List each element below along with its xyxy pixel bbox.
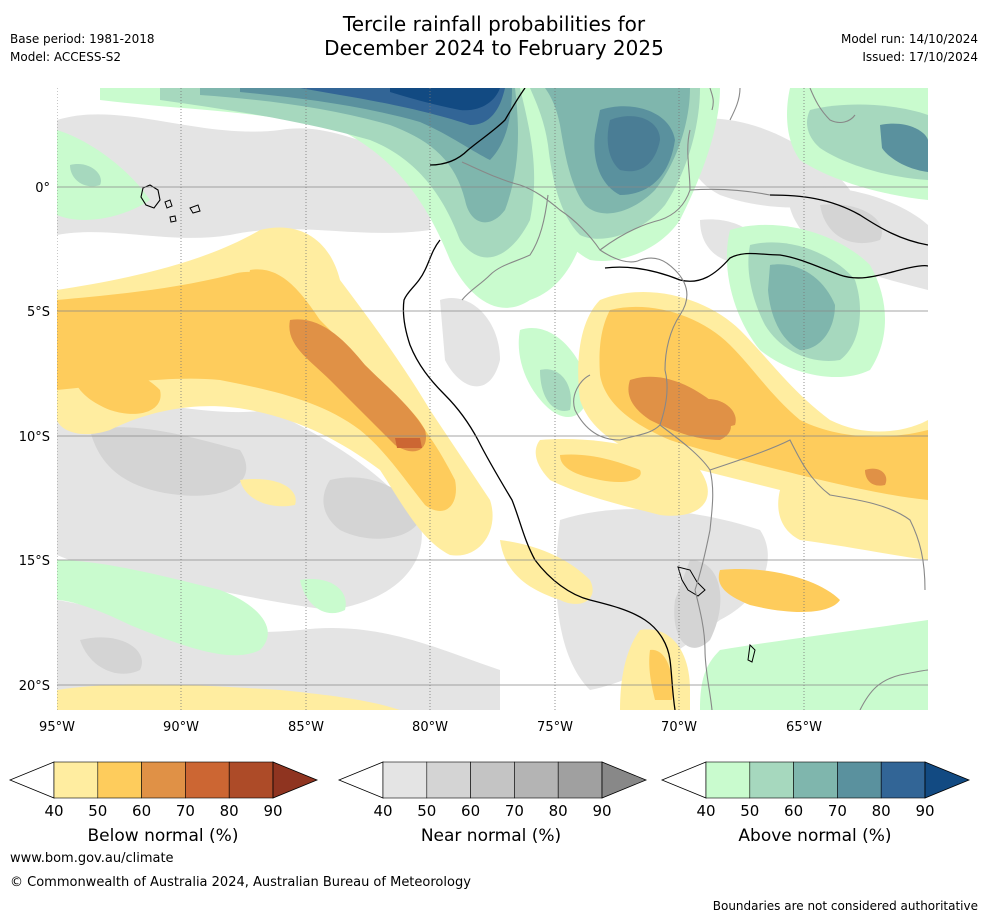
- legend-tick-label: 70: [176, 802, 195, 820]
- legend-above-normal: 40 50 60 70 80 90: [660, 761, 971, 820]
- legend-tick-label: 70: [505, 802, 524, 820]
- disclaimer-text: Boundaries are not considered authoritat…: [712, 899, 978, 913]
- legend-tick-label: 80: [872, 802, 891, 820]
- lon-label-70w: 70°W: [661, 720, 697, 735]
- legend-tick-label: 70: [828, 802, 847, 820]
- legend-tick-label: 60: [461, 802, 480, 820]
- title-line-2: December 2024 to February 2025: [324, 36, 664, 60]
- lon-label-90w: 90°W: [163, 720, 199, 735]
- legend-tick-label: 50: [88, 802, 107, 820]
- base-period-text: Base period: 1981-2018: [10, 32, 155, 46]
- legend-tick-label: 80: [549, 802, 568, 820]
- legend-color-swatch: [53, 761, 99, 799]
- legend-color-swatch: [557, 761, 603, 799]
- legend-color-swatch: [470, 761, 515, 799]
- model-text: Model: ACCESS-S2: [10, 50, 122, 64]
- legend-tick-label: 80: [220, 802, 239, 820]
- legend-title-below: Below normal (%): [87, 826, 239, 846]
- legend-color-swatch: [185, 761, 230, 799]
- map-field: [57, 88, 928, 710]
- legend-high-extension: [601, 761, 648, 799]
- legend-color-swatch: [793, 761, 838, 799]
- legend-title-above: Above normal (%): [738, 826, 892, 846]
- legend-color-swatch: [837, 761, 882, 799]
- legend-below-normal: 40 50 60 70 80 90: [8, 761, 319, 820]
- issued-text: Issued: 17/10/2024: [862, 50, 978, 64]
- lat-label-10s: 10°S: [19, 430, 50, 445]
- lat-label-0: 0°: [35, 181, 50, 196]
- legend-color-swatch: [514, 761, 559, 799]
- legend-tick-label: 90: [263, 802, 282, 820]
- legend-tick-label: 60: [132, 802, 151, 820]
- legend-color-swatch: [228, 761, 274, 799]
- legend-tick-label: 40: [696, 802, 715, 820]
- legend-high-extension: [272, 761, 319, 799]
- legend-near-normal: 40 50 60 70 80 90: [337, 761, 648, 820]
- lat-label-15s: 15°S: [19, 554, 50, 569]
- legend-low-extension: [8, 761, 55, 799]
- lon-label-75w: 75°W: [537, 720, 573, 735]
- legend-tick-label: 40: [373, 802, 392, 820]
- legend-color-swatch: [749, 761, 794, 799]
- legend-tick-label: 60: [784, 802, 803, 820]
- legend-tick-label: 90: [592, 802, 611, 820]
- legend-tick-label: 50: [740, 802, 759, 820]
- legend-color-swatch: [705, 761, 751, 799]
- model-run-text: Model run: 14/10/2024: [840, 32, 978, 46]
- legend-color-swatch: [880, 761, 926, 799]
- legend-color-swatch: [141, 761, 186, 799]
- lat-label-20s: 20°S: [19, 679, 50, 694]
- lat-label-5s: 5°S: [27, 305, 50, 320]
- legend-tick-label: 50: [417, 802, 436, 820]
- lon-label-80w: 80°W: [412, 720, 448, 735]
- lon-label-85w: 85°W: [288, 720, 324, 735]
- copyright-text: © Commonwealth of Australia 2024, Austra…: [10, 875, 471, 890]
- title-line-1: Tercile rainfall probabilities for: [342, 12, 646, 36]
- legend-tick-label: 90: [915, 802, 934, 820]
- lon-label-65w: 65°W: [786, 720, 822, 735]
- website-text: www.bom.gov.au/climate: [10, 851, 174, 866]
- legend-tick-label: 40: [44, 802, 63, 820]
- metadata-right: Model run: 14/10/2024 Issued: 17/10/2024: [841, 30, 978, 66]
- legend-title-near: Near normal (%): [420, 826, 562, 846]
- legend-color-swatch: [97, 761, 142, 799]
- metadata-left: Base period: 1981-2018 Model: ACCESS-S2: [10, 30, 155, 66]
- legend-low-extension: [660, 761, 707, 799]
- lon-label-95w: 95°W: [39, 720, 75, 735]
- legend-color-swatch: [382, 761, 428, 799]
- map-title: Tercile rainfall probabilities for Decem…: [0, 12, 988, 60]
- legend-high-extension: [924, 761, 971, 799]
- legend-color-swatch: [426, 761, 471, 799]
- legend-low-extension: [337, 761, 384, 799]
